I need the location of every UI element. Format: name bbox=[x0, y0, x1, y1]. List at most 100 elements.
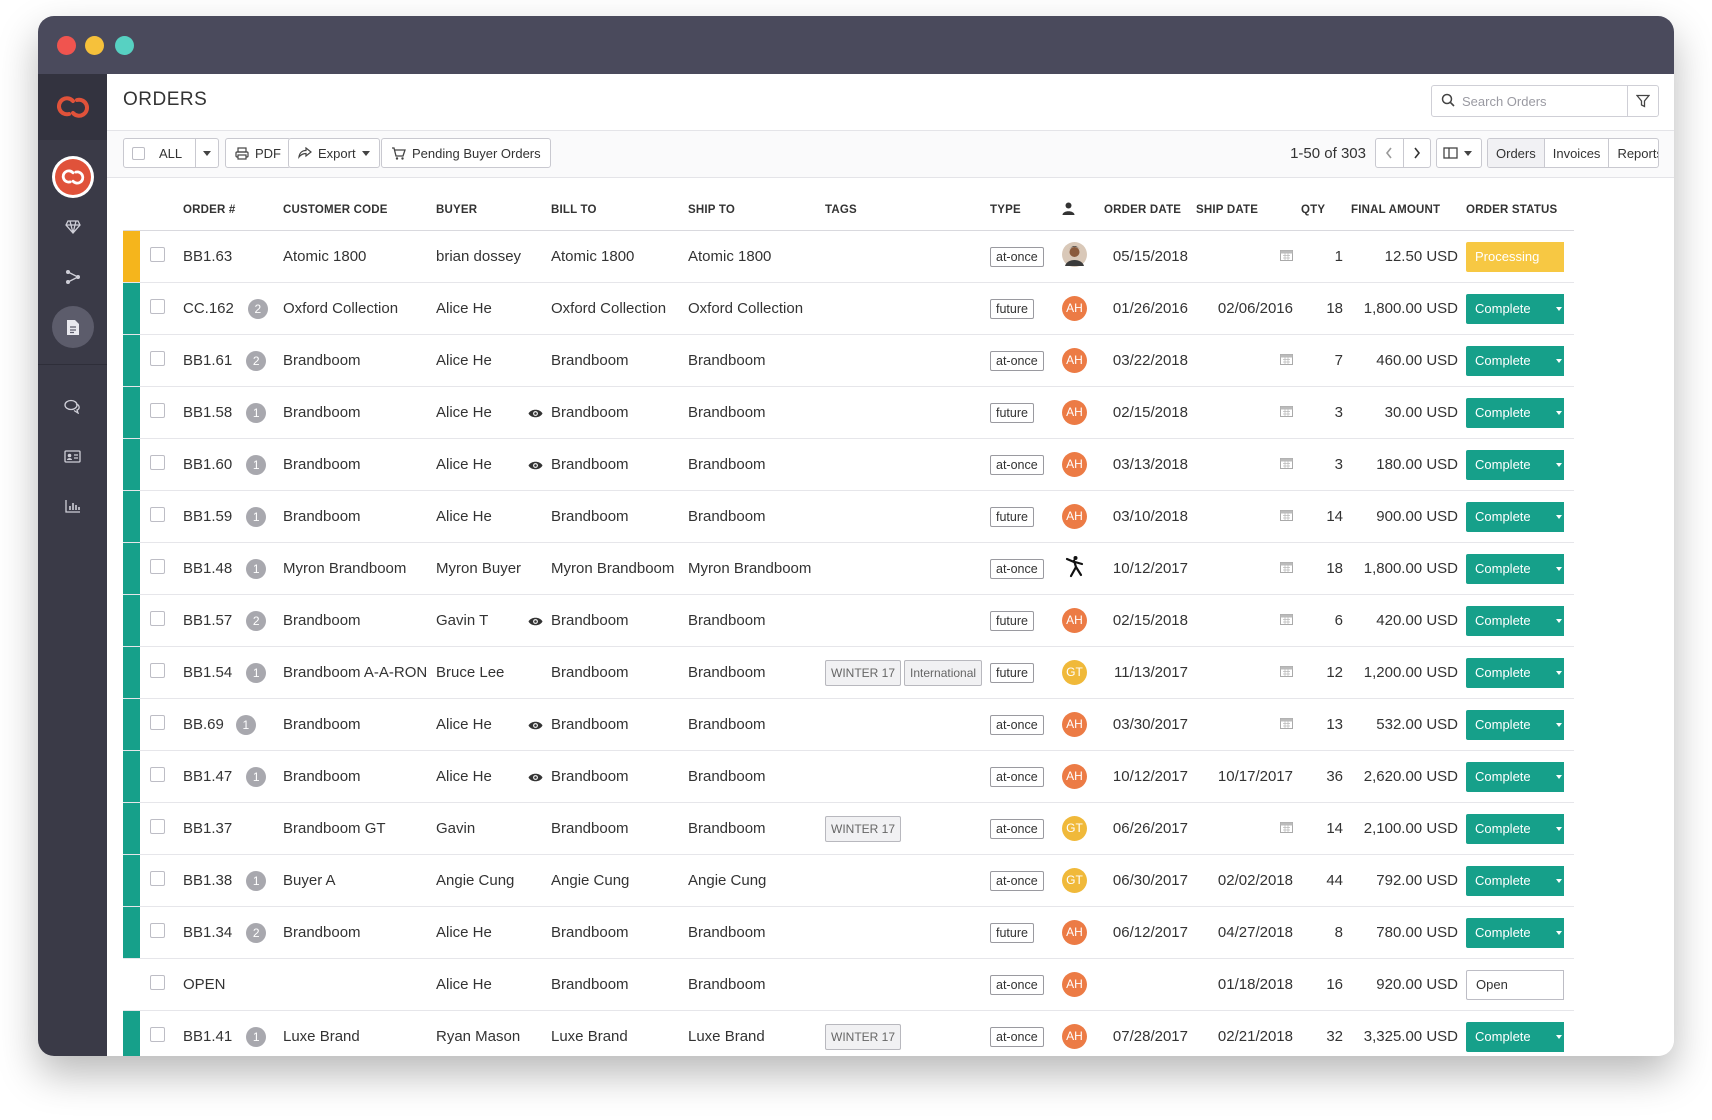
search-input[interactable] bbox=[1460, 90, 1624, 112]
table-row[interactable]: BB1.41 1 Luxe Brand Ryan Mason Luxe Brand… bbox=[123, 1010, 1574, 1056]
order-status-dropdown[interactable]: Complete bbox=[1466, 865, 1564, 896]
order-number[interactable]: BB1.38 bbox=[183, 871, 233, 889]
column-header-customer-code[interactable]: CUSTOMER CODE bbox=[283, 190, 436, 231]
column-header-qty[interactable]: QTY bbox=[1301, 190, 1351, 231]
order-number[interactable]: CC.162 bbox=[183, 299, 234, 317]
select-all-button[interactable]: ALL bbox=[124, 139, 196, 167]
table-row[interactable]: BB1.37 Brandboom GT Gavin Brandboom Bran… bbox=[123, 802, 1574, 855]
calendar-icon[interactable] bbox=[1280, 612, 1293, 629]
filter-button[interactable] bbox=[1627, 86, 1658, 116]
order-number[interactable]: BB1.59 bbox=[183, 507, 233, 525]
order-number[interactable]: BB1.41 bbox=[183, 1027, 233, 1045]
table-row[interactable]: BB1.63 Atomic 1800 brian dossey Atomic 1… bbox=[123, 230, 1574, 283]
table-row[interactable]: BB1.58 1 Brandboom Alice He Brandboom Bra… bbox=[123, 386, 1574, 439]
sidebar-item-products[interactable] bbox=[38, 202, 107, 252]
order-number[interactable]: BB1.60 bbox=[183, 455, 233, 473]
minimize-window-button[interactable] bbox=[85, 36, 104, 55]
calendar-icon[interactable] bbox=[1280, 820, 1293, 837]
row-checkbox[interactable] bbox=[150, 403, 165, 418]
calendar-icon[interactable] bbox=[1280, 508, 1293, 525]
order-number[interactable]: BB1.48 bbox=[183, 559, 233, 577]
tab-reports[interactable]: Reports bbox=[1617, 145, 1659, 161]
order-status-dropdown[interactable]: Complete bbox=[1466, 813, 1564, 844]
pending-buyer-orders-button[interactable]: Pending Buyer Orders bbox=[381, 138, 551, 168]
column-header-final-amount[interactable]: FINAL AMOUNT bbox=[1351, 190, 1466, 231]
sidebar-item-connections[interactable] bbox=[38, 252, 107, 302]
export-button[interactable]: Export bbox=[288, 138, 380, 168]
calendar-icon[interactable] bbox=[1280, 248, 1293, 265]
select-all-checkbox[interactable] bbox=[132, 146, 145, 160]
row-checkbox[interactable] bbox=[150, 819, 165, 834]
row-checkbox[interactable] bbox=[150, 1027, 165, 1042]
sidebar-item-orders[interactable] bbox=[38, 302, 107, 352]
tab-invoices[interactable]: Invoices bbox=[1545, 139, 1610, 167]
order-status-dropdown[interactable]: Complete bbox=[1466, 345, 1564, 376]
calendar-icon[interactable] bbox=[1280, 404, 1293, 421]
pdf-button[interactable]: PDF bbox=[225, 138, 291, 168]
sidebar-item-contacts[interactable] bbox=[38, 431, 107, 481]
order-status-dropdown[interactable]: Processing bbox=[1466, 241, 1564, 272]
next-page-button[interactable] bbox=[1404, 139, 1431, 167]
table-row[interactable]: BB1.60 1 Brandboom Alice He Brandboom Bra… bbox=[123, 438, 1574, 491]
order-number[interactable]: BB.69 bbox=[183, 715, 224, 733]
tab-orders[interactable]: Orders bbox=[1488, 139, 1545, 167]
brand-logo[interactable] bbox=[38, 74, 107, 140]
order-number[interactable]: BB1.37 bbox=[183, 820, 233, 837]
table-row[interactable]: BB1.48 1 Myron Brandboom Myron Buyer Myro… bbox=[123, 542, 1574, 595]
table-row[interactable]: BB1.59 1 Brandboom Alice He Brandboom Bra… bbox=[123, 490, 1574, 543]
column-header-order-status[interactable]: ORDER STATUS bbox=[1466, 190, 1574, 231]
order-status-dropdown[interactable]: Complete bbox=[1466, 605, 1564, 636]
calendar-icon[interactable] bbox=[1280, 560, 1293, 577]
close-window-button[interactable] bbox=[57, 36, 76, 55]
order-status-dropdown[interactable]: Complete bbox=[1466, 553, 1564, 584]
order-status-dropdown[interactable]: Open bbox=[1466, 969, 1564, 1000]
order-status-dropdown[interactable]: Complete bbox=[1466, 501, 1564, 532]
column-header-ship-to[interactable]: SHIP TO bbox=[688, 190, 825, 231]
calendar-icon[interactable] bbox=[1280, 352, 1293, 369]
table-row[interactable]: CC.162 2 Oxford Collection Alice He Oxfor… bbox=[123, 282, 1574, 335]
maximize-window-button[interactable] bbox=[115, 36, 134, 55]
order-number[interactable]: BB1.54 bbox=[183, 663, 233, 681]
order-status-dropdown[interactable]: Complete bbox=[1466, 917, 1564, 948]
order-number[interactable]: BB1.63 bbox=[183, 248, 233, 265]
order-status-dropdown[interactable]: Complete bbox=[1466, 761, 1564, 792]
tag-badge[interactable]: WINTER 17 bbox=[825, 815, 902, 842]
table-row[interactable]: OPEN Alice He Brandboom Brandboom at-onc… bbox=[123, 958, 1574, 1011]
calendar-icon[interactable] bbox=[1280, 456, 1293, 473]
column-header-tags[interactable]: TAGS bbox=[825, 190, 990, 231]
column-header-rep[interactable] bbox=[1062, 190, 1104, 231]
table-row[interactable]: BB1.61 2 Brandboom Alice He Brandboom Bra… bbox=[123, 334, 1574, 387]
row-checkbox[interactable] bbox=[150, 351, 165, 366]
order-status-dropdown[interactable]: Complete bbox=[1466, 397, 1564, 428]
table-row[interactable]: BB.69 1 Brandboom Alice He Brandboom Bran… bbox=[123, 698, 1574, 751]
row-checkbox[interactable] bbox=[150, 611, 165, 626]
row-checkbox[interactable] bbox=[150, 559, 165, 574]
row-checkbox[interactable] bbox=[150, 507, 165, 522]
column-header-order[interactable]: ORDER # bbox=[183, 190, 283, 231]
row-checkbox[interactable] bbox=[150, 975, 165, 990]
row-checkbox[interactable] bbox=[150, 247, 165, 262]
column-layout-button[interactable] bbox=[1436, 138, 1482, 168]
order-number[interactable]: BB1.61 bbox=[183, 351, 233, 369]
sidebar-item-reports[interactable] bbox=[38, 481, 107, 531]
row-checkbox[interactable] bbox=[150, 923, 165, 938]
select-all-dropdown[interactable] bbox=[196, 150, 218, 156]
column-header-buyer[interactable]: BUYER bbox=[436, 190, 551, 231]
calendar-icon[interactable] bbox=[1280, 664, 1293, 681]
column-header-bill-to[interactable]: BILL TO bbox=[551, 190, 688, 231]
sidebar-item-messages[interactable] bbox=[38, 381, 107, 431]
tag-badge[interactable]: WINTER 17 bbox=[825, 1023, 902, 1050]
table-row[interactable]: BB1.54 1 Brandboom A-A-RON Bruce Lee Bran… bbox=[123, 646, 1574, 699]
column-header-order-date[interactable]: ORDER DATE bbox=[1104, 190, 1196, 231]
row-checkbox[interactable] bbox=[150, 715, 165, 730]
column-header-type[interactable]: TYPE bbox=[990, 190, 1062, 231]
order-number[interactable]: BB1.57 bbox=[183, 611, 233, 629]
table-row[interactable]: BB1.57 2 Brandboom Gavin T Brandboom Bran… bbox=[123, 594, 1574, 647]
order-status-dropdown[interactable]: Complete bbox=[1466, 293, 1564, 324]
order-status-dropdown[interactable]: Complete bbox=[1466, 657, 1564, 688]
calendar-icon[interactable] bbox=[1280, 716, 1293, 733]
table-row[interactable]: BB1.47 1 Brandboom Alice He Brandboom Bra… bbox=[123, 750, 1574, 803]
column-header-ship-date[interactable]: SHIP DATE bbox=[1196, 190, 1301, 231]
order-status-dropdown[interactable]: Complete bbox=[1466, 709, 1564, 740]
tag-badge[interactable]: International bbox=[904, 659, 983, 686]
